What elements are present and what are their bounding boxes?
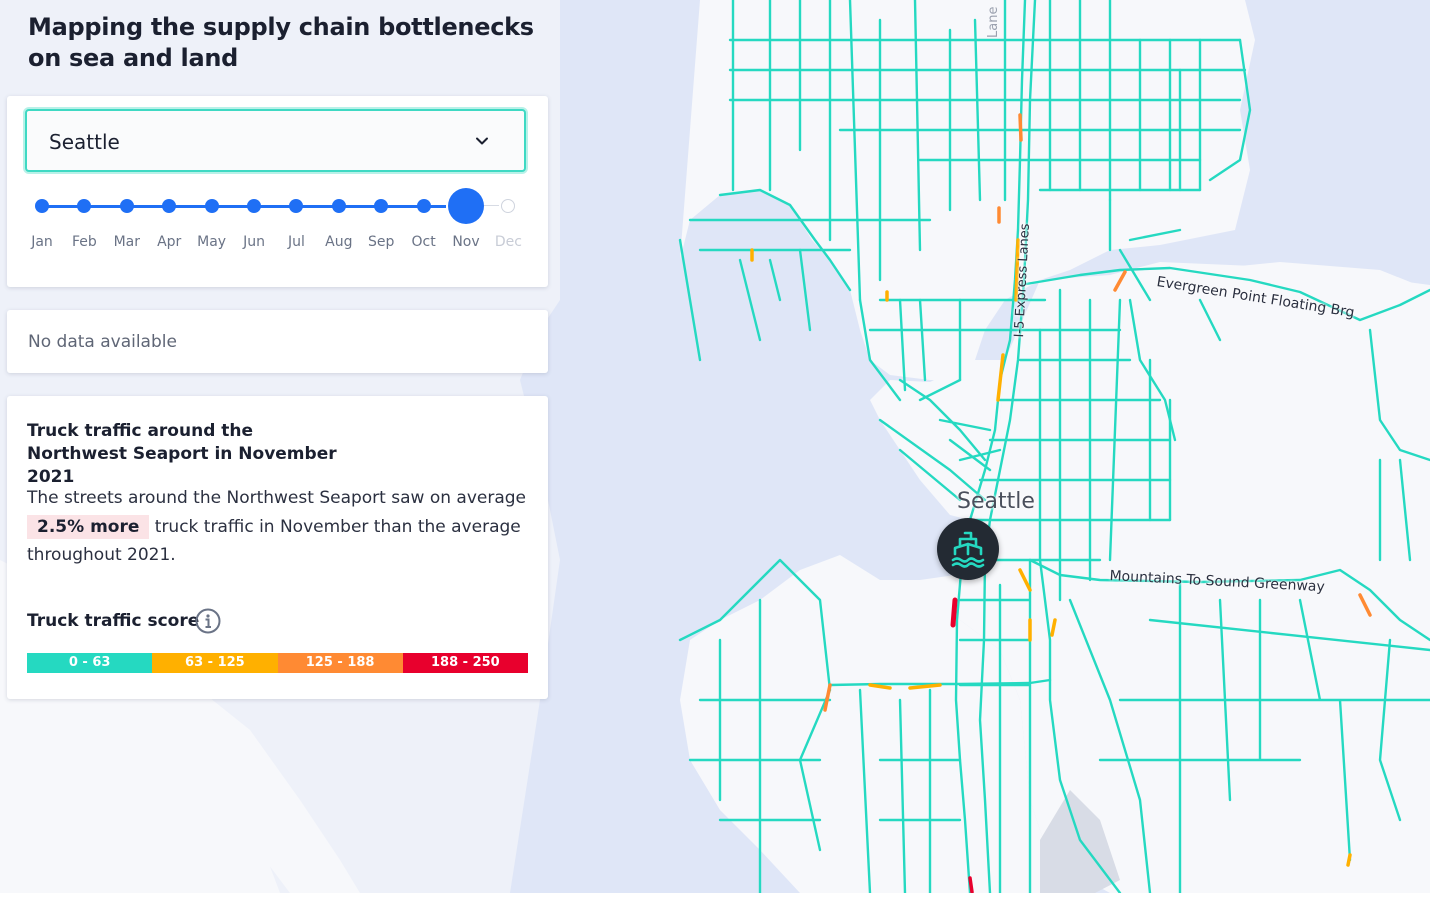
info-icon[interactable] <box>195 608 221 634</box>
no-data-card: No data available <box>7 310 548 373</box>
legend-segment: 0 - 63 <box>27 653 153 673</box>
month-feb[interactable]: Feb <box>62 192 106 252</box>
bottom-strip <box>0 893 1430 898</box>
month-jul[interactable]: Jul <box>274 192 318 252</box>
city-dropdown[interactable]: Seattle <box>25 109 526 172</box>
month-sep[interactable]: Sep <box>359 192 403 252</box>
month-label: Apr <box>157 234 182 250</box>
month-dot <box>416 199 431 213</box>
legend-segment: 63 - 125 <box>152 653 278 673</box>
month-dot <box>331 199 346 213</box>
month-oct[interactable]: Oct <box>402 192 446 252</box>
traffic-score-legend: 0 - 63 63 - 125 125 - 188 188 - 250 <box>27 653 528 673</box>
legend-segment: 125 - 188 <box>277 653 403 673</box>
month-dot <box>289 199 304 213</box>
page-title: Mapping the supply chain bottlenecks on … <box>28 13 534 72</box>
month-dot <box>501 199 516 213</box>
month-label: Nov <box>452 234 480 250</box>
city-month-selector-card: Seattle Jan Feb Mar Apr May Jun Jul Aug Sep Oct No… <box>7 96 548 287</box>
month-dot <box>162 199 177 213</box>
score-label: Truck traffic score <box>27 611 200 631</box>
month-jun[interactable]: Jun <box>232 192 276 252</box>
month-dot <box>247 199 261 213</box>
month-dot <box>119 199 134 213</box>
month-mar[interactable]: Mar <box>105 192 149 252</box>
month-label: May <box>197 234 227 250</box>
seaport-marker[interactable] <box>937 518 999 580</box>
timeline-track-future <box>475 205 499 206</box>
story-text-before: The streets around the Northwest Seaport… <box>27 488 526 508</box>
map-label-lane: Lane <box>986 6 1001 38</box>
congestion <box>750 113 1372 893</box>
change-highlight: 2.5% more <box>27 514 150 539</box>
month-label: Sep <box>367 234 395 250</box>
month-label: Mar <box>113 234 140 250</box>
month-label: Jul <box>287 234 305 250</box>
month-dot <box>77 199 92 213</box>
story-text-after: truck traffic in November than the avera… <box>27 516 521 566</box>
month-label: Aug <box>325 234 353 250</box>
month-dot <box>35 199 49 213</box>
story-card: Truck traffic around the Northwest Seapo… <box>7 396 548 699</box>
month-label: Feb <box>71 234 97 250</box>
chevron-down-icon <box>476 137 488 145</box>
road-network <box>678 0 1430 893</box>
month-label: Jun <box>243 234 265 250</box>
month-aug[interactable]: Aug <box>317 192 361 252</box>
story-heading: Truck traffic around the Northwest Seapo… <box>27 421 337 487</box>
month-dot <box>374 199 389 213</box>
no-data-message: No data available <box>28 332 177 352</box>
timeline-track <box>41 205 446 208</box>
map-label-city: Seattle <box>957 489 1035 514</box>
legend-segment: 188 - 250 <box>402 653 528 673</box>
city-dropdown-value: Seattle <box>49 130 120 154</box>
ship-icon <box>951 531 985 568</box>
month-label: Oct <box>411 234 436 250</box>
month-nov[interactable]: Nov <box>444 188 488 252</box>
month-may[interactable]: May <box>190 192 234 252</box>
month-dot <box>448 188 484 224</box>
month-timeline[interactable]: Jan Feb Mar Apr May Jun Jul Aug Sep Oct Nov Dec <box>28 188 530 252</box>
month-apr[interactable]: Apr <box>147 192 191 252</box>
month-dot <box>204 199 219 213</box>
story-paragraph: The streets around the Northwest Seaport… <box>27 484 527 570</box>
month-dec: Dec <box>486 192 530 252</box>
month-jan[interactable]: Jan <box>20 192 64 252</box>
month-label: Jan <box>31 234 53 250</box>
month-label: Dec <box>494 234 522 250</box>
